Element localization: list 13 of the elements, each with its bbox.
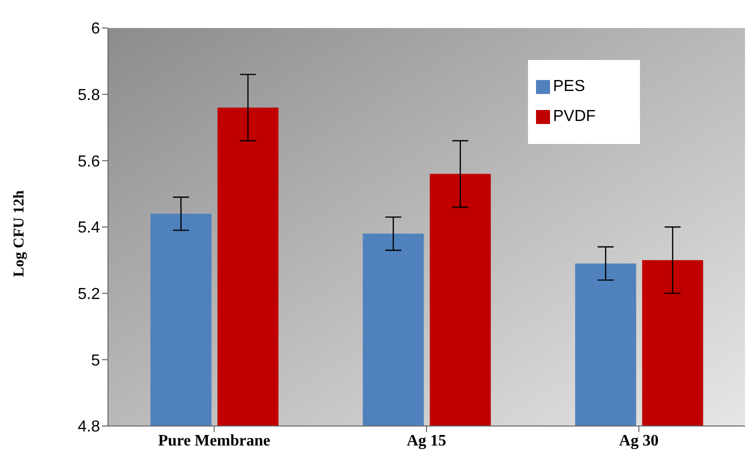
x-tick-label: Ag 30 (619, 432, 659, 450)
y-tick-label: 5 (91, 352, 100, 370)
y-tick-label: 5.2 (78, 286, 100, 304)
y-tick-label: 6 (91, 20, 100, 38)
x-tick-label: Ag 15 (406, 432, 446, 450)
y-tick-label: 5.4 (78, 220, 100, 237)
x-tick-label: Pure Membrane (158, 432, 270, 450)
y-tick-label: 5.8 (78, 87, 100, 104)
y-tick-label: 4.8 (78, 418, 100, 436)
legend-label: PES (553, 78, 586, 96)
y-tick-label: 5.6 (78, 153, 100, 170)
y-axis-title: Log CFU 12h (11, 190, 28, 277)
legend-label: PVDF (553, 108, 596, 126)
